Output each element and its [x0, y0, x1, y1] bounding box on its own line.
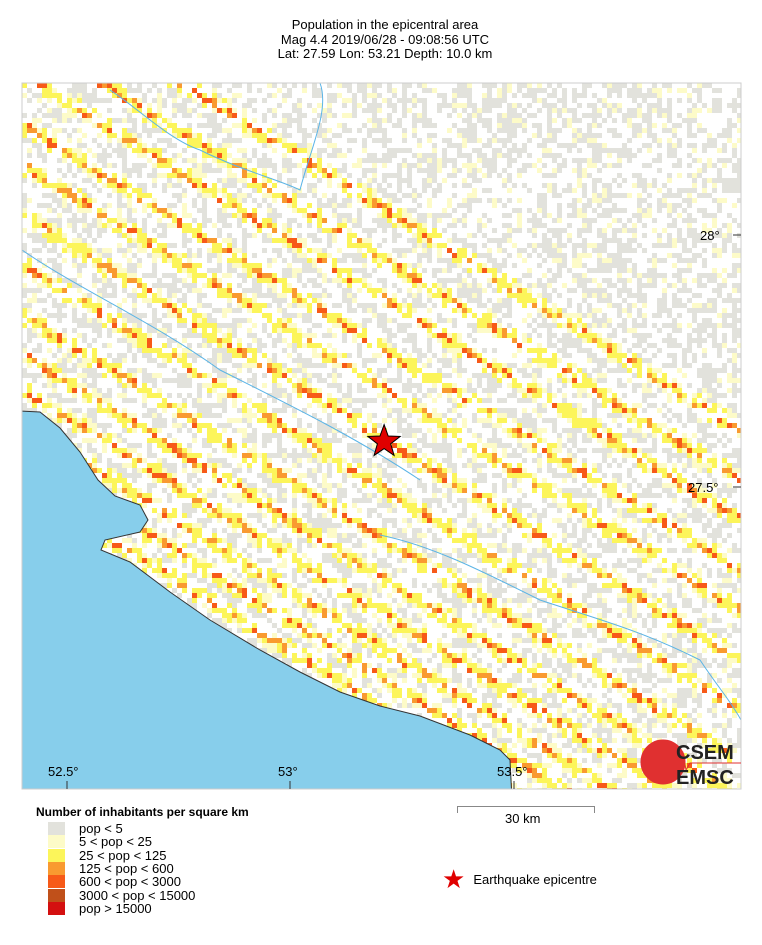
legend-label: 3000 < pop < 15000	[79, 887, 196, 903]
legend-title: Number of inhabitants per square km	[36, 805, 249, 819]
legend-label: 125 < pop < 600	[79, 860, 174, 876]
legend-swatch	[48, 822, 65, 835]
legend-item: 25 < pop < 125	[48, 847, 167, 863]
legend-label: 600 < pop < 3000	[79, 874, 181, 890]
logo-text-csem: CSEM	[676, 742, 734, 764]
event-info: Mag 4.4 2019/06/28 - 09:08:56 UTC	[280, 32, 490, 47]
legend-item: 5 < pop < 25	[48, 834, 153, 850]
legend-item: pop > 15000	[48, 900, 152, 916]
logo-text-emsc: EMSC	[676, 767, 734, 788]
sea	[22, 410, 512, 789]
lon-label-52-5: 52.5°	[48, 764, 79, 779]
lat-label-27-5: 27.5°	[688, 480, 719, 495]
legend-item: 3000 < pop < 15000	[48, 887, 196, 903]
epicentre-marker	[366, 423, 402, 457]
legend-swatch	[48, 875, 65, 889]
legend-item: 125 < pop < 600	[48, 860, 174, 876]
legend-label: pop < 5	[79, 821, 123, 836]
epicentre-star	[366, 423, 402, 457]
legend-label: pop > 15000	[79, 900, 152, 916]
grid-ticks	[66, 234, 741, 789]
event-location: Lat: 27.59 Lon: 53.21 Depth: 10.0 km	[277, 46, 493, 61]
lon-label-53: 53°	[278, 764, 298, 779]
lon-label-53-5: 53.5°	[497, 764, 528, 779]
lat-label-28: 28°	[700, 228, 720, 243]
legend-swatch	[48, 848, 65, 862]
epicentre-legend: ★ Earthquake epicentre	[442, 864, 597, 894]
rivers	[22, 83, 741, 721]
legend-swatch	[48, 835, 65, 849]
emsc-logo: CSEM EMSC	[638, 738, 743, 793]
legend-item: 600 < pop < 3000	[48, 874, 181, 890]
legend-swatch	[48, 888, 65, 902]
legend-swatch	[48, 861, 65, 875]
star-icon: ★	[442, 864, 466, 894]
scale-bar	[457, 806, 595, 813]
legend-item: pop < 5	[48, 821, 123, 836]
map-title: Population in the epicentral area	[291, 17, 479, 32]
legend-label: 5 < pop < 25	[79, 834, 153, 850]
legend-swatch	[48, 901, 65, 915]
legend-label: 25 < pop < 125	[79, 847, 167, 863]
population-map	[21, 82, 742, 790]
epicentre-legend-label: Earthquake epicentre	[473, 871, 597, 887]
scale-label: 30 km	[505, 811, 541, 826]
